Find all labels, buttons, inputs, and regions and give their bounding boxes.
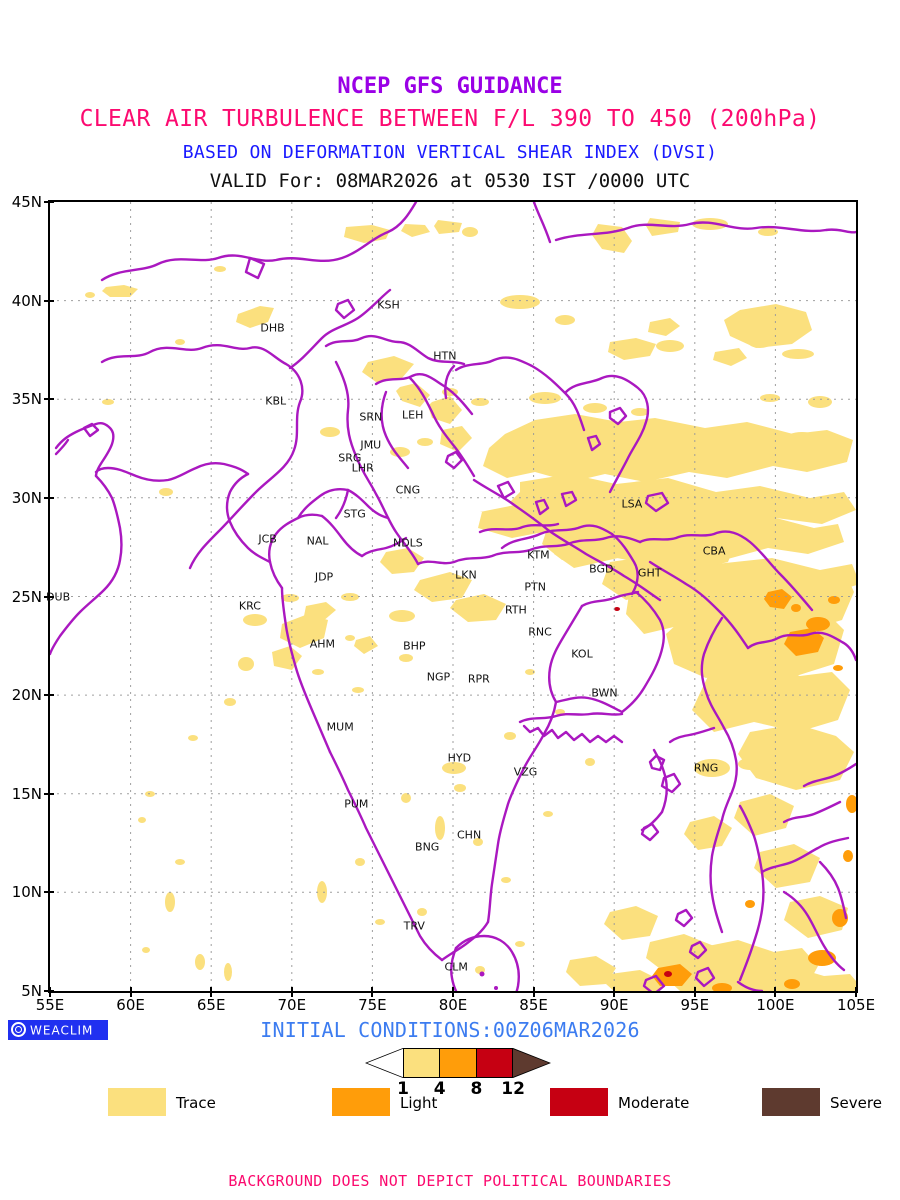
y-axis-tick-label: 15N: [11, 784, 42, 803]
y-axis-tick-label: 5N: [21, 982, 42, 1000]
cat-light-regions: [652, 589, 856, 991]
weaclim-logo-text: WEACLIM: [30, 1023, 94, 1038]
cat-moderate-regions: [614, 607, 672, 977]
subtitle-method: BASED ON DEFORMATION VERTICAL SHEAR INDE…: [182, 142, 718, 163]
axis-label-layer: 45N 40N 35N 30N 25N 20N 15N 10N 5N 55E 60E 65E 70E 75…: [11, 193, 875, 1014]
colorbar-level-8: 8: [470, 1079, 483, 1099]
x-axis-tick-label: 95E: [680, 996, 710, 1014]
x-axis-tick-label: 80E: [438, 996, 468, 1014]
x-axis-tick-label: 90E: [599, 996, 629, 1014]
legend-swatch-light: [332, 1088, 390, 1116]
initial-conditions-label: INITIAL CONDITIONS:00Z06MAR2026: [260, 1018, 640, 1042]
x-axis-tick: [210, 987, 213, 997]
x-axis-tick: [49, 987, 51, 997]
y-axis-tick-label: 20N: [11, 686, 42, 705]
cat-trace-regions: [85, 218, 856, 991]
map-gridlines: [50, 202, 856, 991]
x-axis-tick: [371, 987, 374, 997]
y-axis-tick-label: 40N: [11, 291, 42, 310]
colorbar-level-12: 12: [501, 1079, 525, 1099]
colorbar-level-4: 4: [433, 1079, 446, 1099]
y-axis-tick: [44, 595, 54, 598]
colorbar-cell-1: [439, 1048, 476, 1078]
x-axis-tick: [855, 987, 857, 997]
legend-label-moderate: Moderate: [618, 1094, 690, 1112]
x-axis-tick: [290, 987, 293, 997]
colorbar-cell-0: [403, 1048, 440, 1078]
x-axis-tick: [532, 987, 535, 997]
y-axis-tick-label: 30N: [11, 488, 42, 507]
legend-swatch-severe: [762, 1088, 820, 1116]
y-axis-tick: [44, 496, 54, 499]
x-axis-tick-label: 105E: [836, 996, 876, 1014]
x-axis-tick-label: 55E: [35, 996, 65, 1014]
x-axis-tick-label: 60E: [116, 996, 145, 1014]
colorbar-over-arrow: [513, 1049, 549, 1077]
x-axis-tick-label: 75E: [358, 996, 387, 1014]
valid-time-label: VALID For: 08MAR2026 at 0530 IST /0000 U…: [209, 170, 691, 192]
y-axis-tick: [44, 201, 54, 203]
x-axis-tick: [693, 987, 696, 997]
y-axis-tick-label: 45N: [11, 193, 42, 211]
x-axis-tick-label: 70E: [277, 996, 307, 1014]
colorbar-cell-2: [475, 1048, 513, 1078]
coastline-boundaries: [50, 202, 856, 991]
y-axis-tick: [44, 792, 54, 795]
map-graphics: [50, 202, 856, 991]
page-title: NCEP GFS GUIDANCE: [337, 74, 563, 99]
legend-swatch-moderate: [550, 1088, 608, 1116]
x-axis-tick: [613, 987, 616, 997]
colorbar-under-arrow: [367, 1048, 405, 1078]
x-axis-tick-label: 85E: [519, 996, 548, 1014]
map-canvas[interactable]: [48, 200, 858, 993]
colorbar-cells: [403, 1048, 513, 1078]
y-axis-tick-label: 35N: [11, 390, 42, 409]
x-axis-tick-label: 65E: [196, 996, 226, 1014]
legend-swatch-trace: [108, 1088, 166, 1116]
colorbar-level-1: 1: [397, 1079, 409, 1099]
x-axis-tick-label: 100E: [756, 996, 795, 1014]
x-axis-tick: [129, 987, 132, 997]
y-axis-tick-label: 25N: [11, 587, 42, 606]
legend-label-light: Light: [400, 1094, 438, 1112]
legend: Trace Light Moderate Severe: [0, 1088, 900, 1128]
y-axis-tick-label: 10N: [11, 883, 42, 902]
x-axis-tick: [774, 987, 777, 997]
weaclim-logo[interactable]: WEACLIM: [8, 1020, 108, 1040]
y-axis-tick: [44, 299, 54, 302]
x-axis-tick: [452, 987, 454, 997]
legend-label-severe: Severe: [830, 1094, 882, 1112]
legend-label-trace: Trace: [176, 1094, 216, 1112]
y-axis-tick: [44, 694, 54, 697]
y-axis-tick: [44, 398, 54, 401]
weaclim-mark-icon: [11, 1022, 26, 1037]
disclaimer-note: BACKGROUND DOES NOT DEPICT POLITICAL BOU…: [228, 1172, 672, 1190]
y-axis-tick: [44, 891, 54, 894]
colorbar: 1 4 8 12: [345, 1048, 560, 1099]
subtitle-product: CLEAR AIR TURBULENCE BETWEEN F/L 390 TO …: [79, 106, 821, 132]
